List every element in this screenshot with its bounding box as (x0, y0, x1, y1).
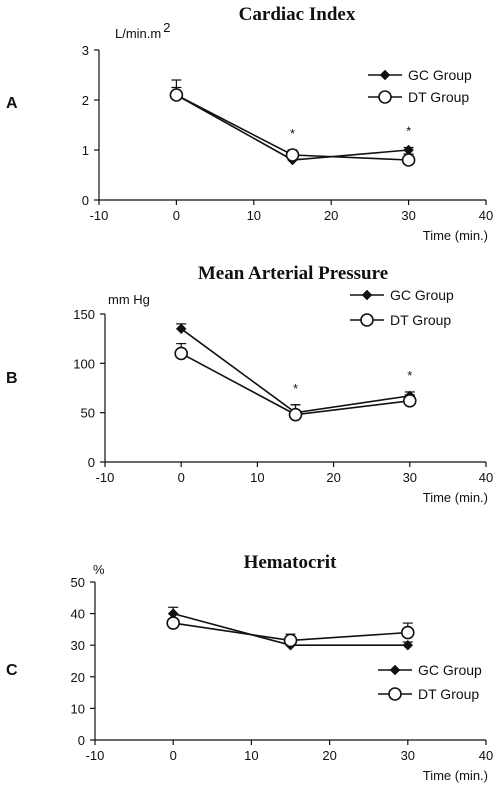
chart-title: Hematocrit (244, 552, 338, 573)
x-tick-label: 30 (401, 748, 415, 763)
series-dt-group (174, 343, 417, 422)
y-tick-label: 0 (82, 193, 89, 208)
legend-label: DT Group (390, 312, 451, 328)
y-tick-label: 0 (88, 455, 95, 470)
series-line (180, 328, 410, 414)
x-tick-label: -10 (86, 748, 105, 763)
legend-marker (360, 313, 374, 327)
significance-marker: * (293, 381, 298, 396)
series-dt-group (169, 79, 416, 167)
panel-letter: B (6, 370, 18, 387)
legend-marker (389, 664, 401, 676)
legend: GC Group DT Group (368, 67, 472, 105)
y-axis-unit-superscript: 2 (163, 20, 170, 35)
x-tick-label: 30 (403, 470, 417, 485)
y-axis-unit: mm Hg (108, 292, 150, 307)
data-point (285, 148, 300, 162)
data-point (175, 323, 187, 335)
x-tick-label: 20 (322, 748, 336, 763)
x-tick-label: 40 (479, 470, 493, 485)
x-axis-label: Time (min.) (423, 490, 488, 505)
data-point (283, 633, 298, 648)
y-axis-unit: L/min.m (115, 26, 161, 41)
data-point (288, 407, 303, 422)
data-point (166, 616, 180, 630)
y-tick-label: 0 (78, 733, 85, 748)
legend-marker (388, 687, 402, 701)
data-point (169, 88, 184, 102)
x-tick-label: 30 (401, 208, 415, 223)
y-tick-label: 40 (71, 607, 85, 622)
x-tick-label: -10 (96, 470, 115, 485)
y-tick-label: 100 (73, 356, 95, 371)
data-point (400, 625, 415, 640)
y-tick-label: 2 (82, 93, 89, 108)
data-point (402, 639, 414, 651)
x-tick-label: 0 (173, 208, 180, 223)
legend-marker (379, 69, 391, 81)
y-tick-label: 150 (73, 307, 95, 322)
y-tick-label: 50 (81, 406, 95, 421)
panel-letter: A (6, 95, 18, 112)
y-tick-label: 30 (71, 638, 85, 653)
x-tick-label: 40 (479, 208, 493, 223)
significance-marker: * (407, 368, 412, 383)
legend: GC Group DT Group (350, 287, 454, 328)
chart-title: Mean Arterial Pressure (198, 263, 388, 284)
significance-marker: * (290, 126, 295, 141)
legend-label: GC Group (418, 662, 482, 678)
data-point (174, 346, 188, 361)
legend-marker (378, 90, 392, 104)
x-tick-label: 10 (250, 470, 264, 485)
x-tick-label: 0 (170, 748, 177, 763)
y-tick-label: 3 (82, 43, 89, 58)
legend-label: DT Group (408, 89, 469, 105)
x-axis-label: Time (min.) (423, 768, 488, 783)
y-tick-label: 1 (82, 143, 89, 158)
y-tick-label: 50 (71, 575, 85, 590)
chart-title: Cardiac Index (239, 4, 356, 25)
legend: GC Group DT Group (378, 662, 482, 702)
data-point (402, 394, 417, 408)
series-dt-group (166, 612, 415, 648)
x-tick-label: 40 (479, 748, 493, 763)
x-tick-label: 10 (244, 748, 258, 763)
x-tick-label: 20 (324, 208, 338, 223)
significance-marker: * (406, 124, 411, 139)
x-tick-label: -10 (90, 208, 109, 223)
x-axis-label: Time (min.) (423, 228, 488, 243)
x-tick-label: 0 (178, 470, 185, 485)
legend-marker (361, 289, 373, 301)
x-tick-label: 10 (247, 208, 261, 223)
panel-letter: C (6, 662, 18, 679)
legend-label: GC Group (390, 287, 454, 303)
y-tick-label: 20 (71, 670, 85, 685)
y-tick-label: 10 (71, 701, 85, 716)
legend-label: DT Group (418, 686, 479, 702)
y-axis-unit: % (93, 562, 105, 577)
x-tick-label: 20 (326, 470, 340, 485)
data-point (401, 153, 416, 167)
legend-label: GC Group (408, 67, 472, 83)
